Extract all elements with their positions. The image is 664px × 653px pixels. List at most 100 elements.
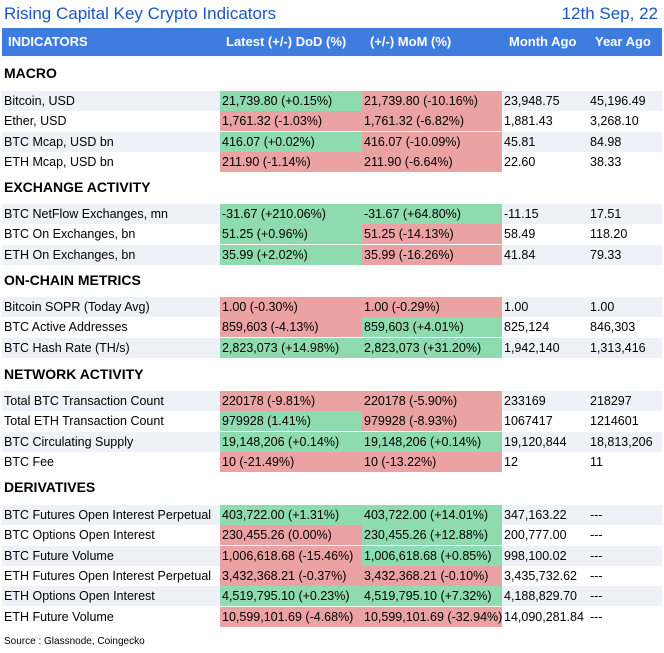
table-row: Total BTC Transaction Count 220178 (-9.81… <box>2 391 662 411</box>
section-heading: NETWORK ACTIVITY <box>4 366 144 382</box>
mom-value: 19,148,206 (+0.14%) <box>362 432 502 452</box>
table-row: BTC Mcap, USD bn 416.07 (+0.02%) 416.07 (-… <box>2 132 662 152</box>
table-header: INDICATORS Latest (+/-) DoD (%) (+/-) Mo… <box>2 28 662 56</box>
indicator-name: BTC On Exchanges, bn <box>4 227 136 241</box>
table-row: ETH Mcap, USD bn 211.90 (-1.14%) 211.90 (-… <box>2 152 662 172</box>
dod-value: 35.99 (+2.02%) <box>220 245 362 265</box>
year-ago-value: 1,313,416 <box>590 341 646 355</box>
month-ago-value: 200,777.00 <box>504 528 567 542</box>
indicator-name: Ether, USD <box>4 114 67 128</box>
mom-value: 416.07 (-10.09%) <box>362 132 502 152</box>
indicator-name: BTC Future Volume <box>4 549 114 563</box>
table-row: ETH Options Open Interest 4,519,795.10 (+… <box>2 586 662 606</box>
year-ago-value: --- <box>590 549 603 563</box>
dod-value: 859,603 (-4.13%) <box>220 317 362 337</box>
indicator-name: BTC NetFlow Exchanges, mn <box>4 207 168 221</box>
dod-value: 1,761.32 (-1.03%) <box>220 111 362 131</box>
dod-value: 230,455.26 (0.00%) <box>220 525 362 545</box>
month-ago-value: 1,942,140 <box>504 341 560 355</box>
month-ago-value: 22.60 <box>504 155 536 169</box>
dod-value: 1.00 (-0.30%) <box>220 297 362 317</box>
month-ago-value: 14,090,281.84 <box>504 610 584 624</box>
table-row: ETH Futures Open Interest Perpetual 3,432… <box>2 566 662 586</box>
indicator-name: BTC Active Addresses <box>4 320 128 334</box>
year-ago-value: --- <box>590 569 603 583</box>
mom-value: 220178 (-5.90%) <box>362 391 502 411</box>
indicator-name: Total BTC Transaction Count <box>4 394 164 408</box>
year-ago-value: --- <box>590 508 603 522</box>
month-ago-value: 23,948.75 <box>504 94 560 108</box>
mom-value: 10,599,101.69 (-32.94%) <box>362 607 502 627</box>
dod-value: 220178 (-9.81%) <box>220 391 362 411</box>
dod-value: 416.07 (+0.02%) <box>220 132 362 152</box>
header-year-ago: Year Ago <box>595 34 651 49</box>
year-ago-value: 118.20 <box>590 227 628 241</box>
report-date: 12th Sep, 22 <box>561 4 658 23</box>
month-ago-value: 233169 <box>504 394 546 408</box>
indicator-name: BTC Hash Rate (TH/s) <box>4 341 130 355</box>
dod-value: 979928 (1.41%) <box>220 411 362 431</box>
month-ago-value: 58.49 <box>504 227 536 241</box>
mom-value: 859,603 (+4.01%) <box>362 317 502 337</box>
table-row: Total ETH Transaction Count 979928 (1.41%… <box>2 411 662 431</box>
dod-value: 51.25 (+0.96%) <box>220 224 362 244</box>
table-row: BTC NetFlow Exchanges, mn -31.67 (+210.06… <box>2 204 662 224</box>
indicator-name: BTC Options Open Interest <box>4 528 155 542</box>
table-row: Ether, USD 1,761.32 (-1.03%) 1,761.32 (-6.… <box>2 111 662 131</box>
mom-value: 21,739.80 (-10.16%) <box>362 91 502 111</box>
dod-value: 2,823,073 (+14.98%) <box>220 338 362 358</box>
source-footer: Source : Glassnode, Coingecko <box>4 636 145 647</box>
month-ago-value: 3,435,732.62 <box>504 569 577 583</box>
year-ago-value: 84.98 <box>590 135 622 149</box>
mom-value: 35.99 (-16.26%) <box>362 245 502 265</box>
indicator-name: BTC Mcap, USD bn <box>4 135 114 149</box>
table-row: ETH On Exchanges, bn 35.99 (+2.02%) 35.99 … <box>2 245 662 265</box>
table-row: BTC Fee 10 (-21.49%) 10 (-13.22%) 12 11 <box>2 452 662 472</box>
page-title: Rising Capital Key Crypto Indicators <box>4 4 277 23</box>
dod-value: 10,599,101.69 (-4.68%) <box>220 607 362 627</box>
indicator-name: BTC Fee <box>4 455 55 469</box>
mom-value: 979928 (-8.93%) <box>362 411 502 431</box>
dod-value: 10 (-21.49%) <box>220 452 362 472</box>
indicator-name: Bitcoin, USD <box>4 94 75 108</box>
month-ago-value: 41.84 <box>504 248 536 262</box>
table-row: BTC Active Addresses 859,603 (-4.13%) 859,… <box>2 317 662 337</box>
dod-value: 21,739.80 (+0.15%) <box>220 91 362 111</box>
indicator-name: ETH Futures Open Interest Perpetual <box>4 569 212 583</box>
year-ago-value: 38.33 <box>590 155 622 169</box>
section-heading: EXCHANGE ACTIVITY <box>4 179 151 195</box>
dod-value: -31.67 (+210.06%) <box>220 204 362 224</box>
month-ago-value: 4,188,829.70 <box>504 589 577 603</box>
table-row: BTC Hash Rate (TH/s) 2,823,073 (+14.98%) 2… <box>2 338 662 358</box>
indicator-name: BTC Circulating Supply <box>4 435 134 449</box>
mom-value: 1,761.32 (-6.82%) <box>362 111 502 131</box>
dod-value: 19,148,206 (+0.14%) <box>220 432 362 452</box>
indicator-name: Total ETH Transaction Count <box>4 414 164 428</box>
month-ago-value: -11.15 <box>504 207 539 221</box>
year-ago-value: 1214601 <box>590 414 639 428</box>
dod-value: 403,722.00 (+1.31%) <box>220 505 362 525</box>
month-ago-value: 1.00 <box>504 300 529 314</box>
dod-value: 3,432,368.21 (-0.37%) <box>220 566 362 586</box>
year-ago-value: --- <box>590 589 603 603</box>
section-heading: DERIVATIVES <box>4 479 96 495</box>
mom-value: 1,006,618.68 (+0.85%) <box>362 546 502 566</box>
year-ago-value: 11 <box>590 455 603 469</box>
year-ago-value: 1.00 <box>590 300 615 314</box>
table-row: Bitcoin, USD 21,739.80 (+0.15%) 21,739.80 … <box>2 91 662 111</box>
indicator-name: ETH Options Open Interest <box>4 589 155 603</box>
indicator-name: ETH On Exchanges, bn <box>4 248 136 262</box>
dod-value: 1,006,618.68 (-15.46%) <box>220 546 362 566</box>
year-ago-value: 218297 <box>590 394 632 408</box>
header-dod: Latest (+/-) DoD (%) <box>226 34 347 49</box>
mom-value: 1.00 (-0.29%) <box>362 297 502 317</box>
mom-value: 3,432,368.21 (-0.10%) <box>362 566 502 586</box>
month-ago-value: 998,100.02 <box>504 549 567 563</box>
mom-value: 2,823,073 (+31.20%) <box>362 338 502 358</box>
month-ago-value: 825,124 <box>504 320 550 334</box>
year-ago-value: 18,813,206 <box>590 435 653 449</box>
month-ago-value: 45.81 <box>504 135 536 149</box>
table-row: BTC On Exchanges, bn 51.25 (+0.96%) 51.25 … <box>2 224 662 244</box>
mom-value: 211.90 (-6.64%) <box>362 152 502 172</box>
year-ago-value: 846,303 <box>590 320 636 334</box>
